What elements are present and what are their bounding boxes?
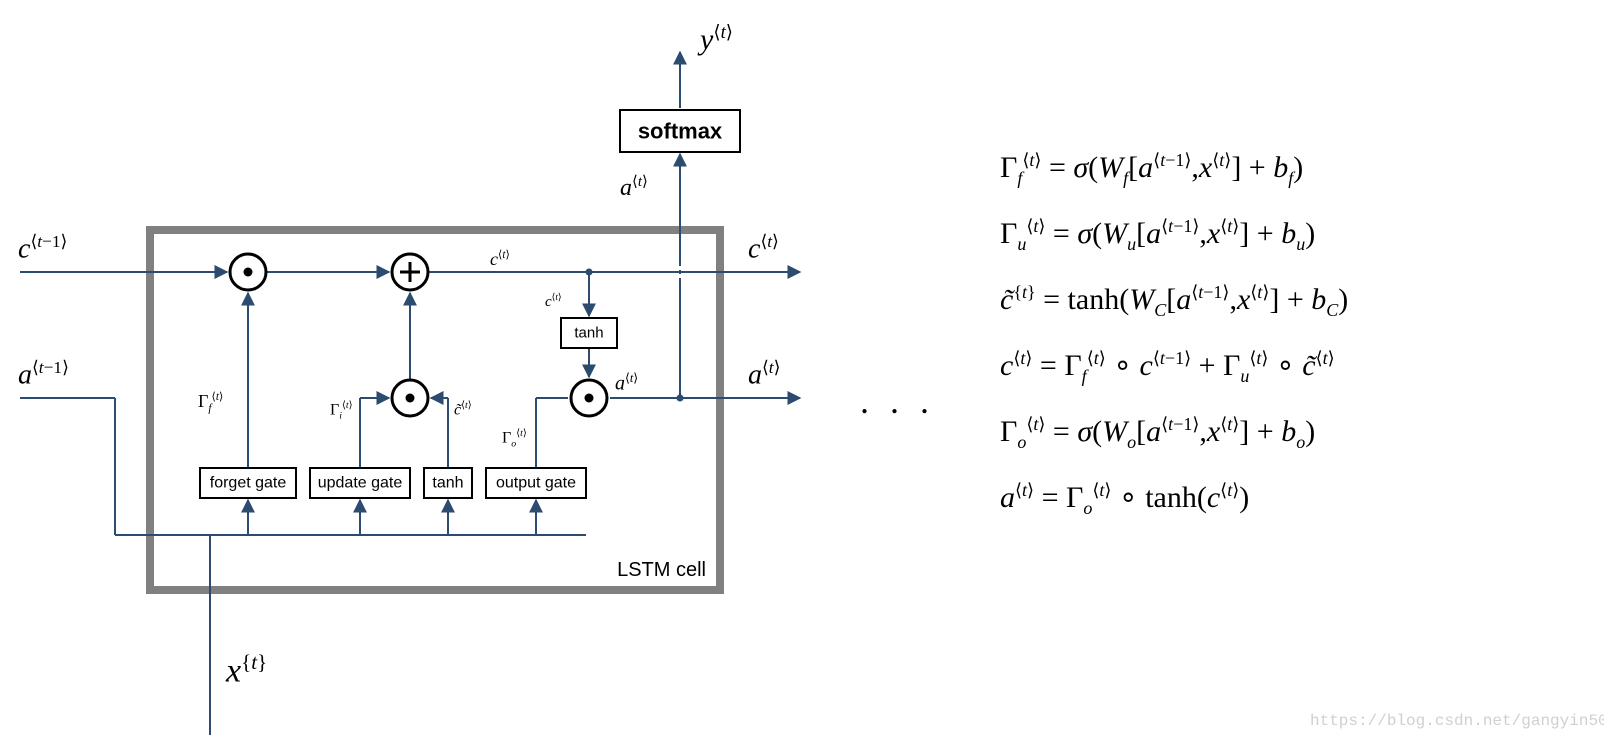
label-gamma-o: Γo⟨t⟩: [502, 428, 527, 450]
watermark: https://blog.csdn.net/gangyin5071: [1310, 712, 1604, 730]
equation-3: c̃{t} = tanh(WC[a⟨t−1⟩,x⟨t⟩] + bC): [1000, 282, 1348, 321]
output-mul-dot: [585, 394, 594, 403]
equation-5: Γo⟨t⟩ = σ(Wo[a⟨t−1⟩,x⟨t⟩] + bo): [1000, 414, 1315, 453]
label-gamma-f: Γf⟨t⟩: [198, 390, 223, 415]
input-mul-dot: [406, 394, 415, 403]
label-c-mid: c⟨t⟩: [490, 248, 510, 270]
update-gate-label: update gate: [318, 475, 403, 492]
label-y-out: y⟨t⟩: [700, 22, 733, 57]
softmax-box-label: softmax: [638, 119, 723, 144]
output-gate-label: output gate: [496, 475, 576, 492]
equation-4: c⟨t⟩ = Γf⟨t⟩ ∘ c⟨t−1⟩ + Γu⟨t⟩ ∘ c̃⟨t⟩: [1000, 348, 1335, 387]
label-a-out: a⟨t⟩: [748, 358, 780, 391]
lstm-diagram: LSTM cell softmax tanh forget gate update ga…: [0, 0, 1604, 736]
equation-6: a⟨t⟩ = Γo⟨t⟩ ∘ tanh(c⟨t⟩): [1000, 480, 1249, 519]
equation-1: Γf⟨t⟩ = σ(Wf[a⟨t−1⟩,x⟨t⟩] + bf): [1000, 150, 1303, 189]
label-gamma-i: Γi⟨t⟩: [330, 400, 353, 422]
label-c-prev: c⟨t−1⟩: [18, 232, 67, 265]
label-x-in: x{t}: [226, 650, 267, 690]
tanh-box-label: tanh: [574, 325, 603, 342]
diagram-svg: LSTM cell softmax tanh forget gate update ga…: [0, 0, 1604, 736]
junction: [586, 269, 593, 276]
ellipsis: . . .: [860, 380, 935, 422]
label-a-mid: a⟨t⟩: [615, 370, 638, 396]
label-a-up: a⟨t⟩: [620, 172, 648, 202]
label-a-prev: a⟨t−1⟩: [18, 358, 69, 391]
lstm-cell-label: LSTM cell: [617, 559, 706, 581]
junction: [677, 395, 684, 402]
tanh-gate-label: tanh: [432, 475, 463, 492]
label-c-tap: c⟨t⟩: [545, 292, 562, 311]
label-c-tilde: c̃⟨t⟩: [454, 400, 472, 419]
forget-gate-label: forget gate: [210, 475, 287, 492]
equation-2: Γu⟨t⟩ = σ(Wu[a⟨t−1⟩,x⟨t⟩] + bu): [1000, 216, 1315, 255]
label-c-out: c⟨t⟩: [748, 232, 779, 265]
forget-mul-dot: [244, 268, 253, 277]
